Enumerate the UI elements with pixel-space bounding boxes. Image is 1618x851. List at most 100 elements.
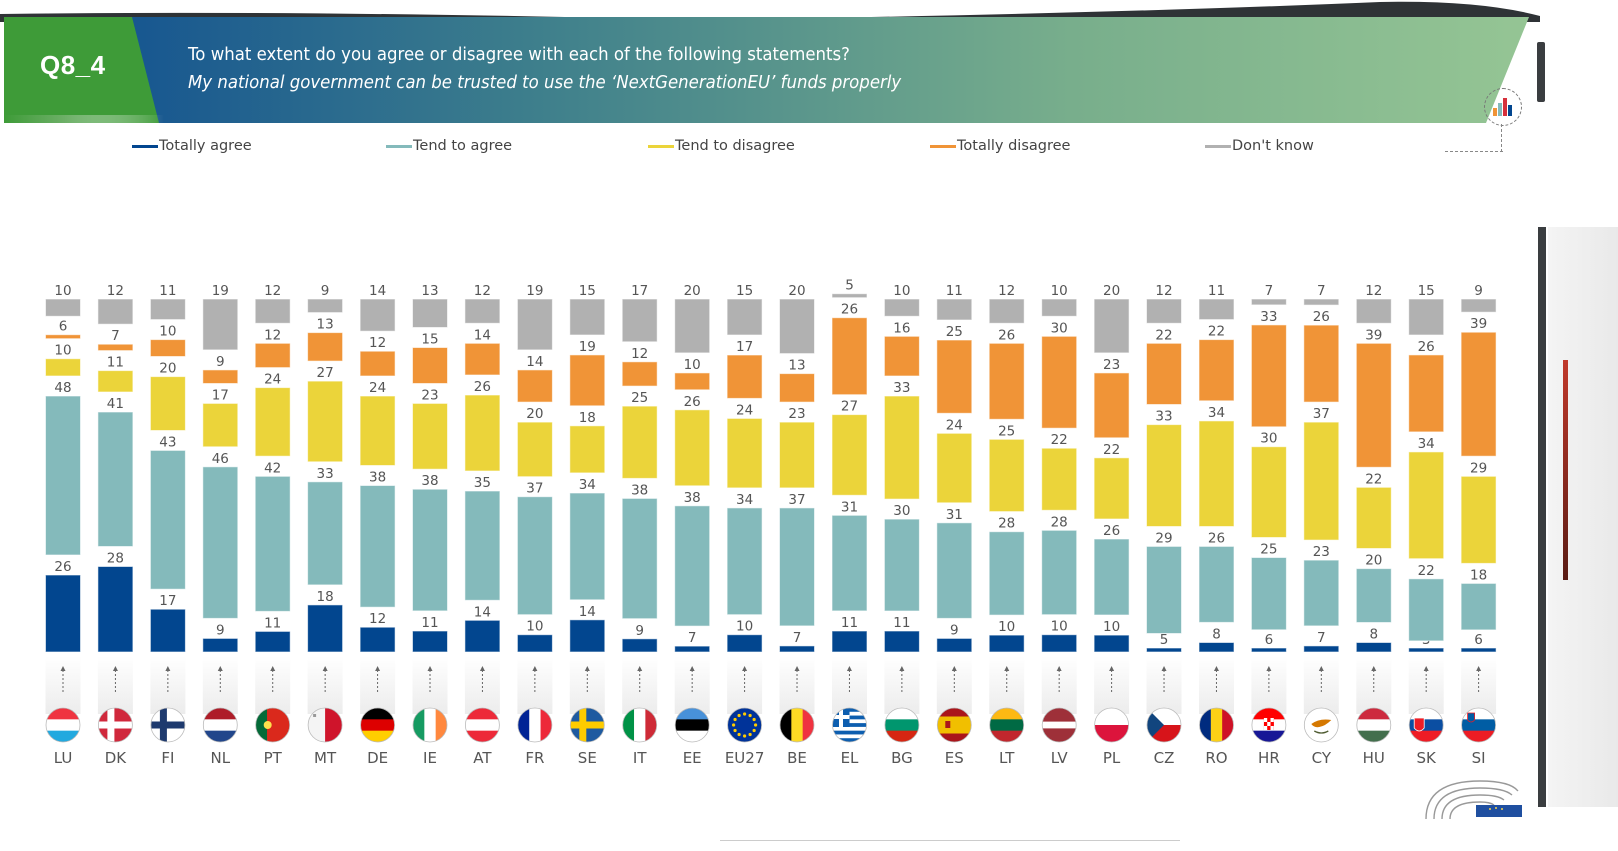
dk-flag-icon xyxy=(98,707,133,743)
bar-stem xyxy=(884,656,920,714)
country-label: IT xyxy=(633,749,647,767)
data-label: 26 xyxy=(1208,530,1225,546)
data-label: 41 xyxy=(107,396,124,412)
data-label: 17 xyxy=(631,283,648,299)
data-label: 35 xyxy=(474,475,491,491)
legend-label: Tend to disagree xyxy=(675,138,795,154)
data-label: 26 xyxy=(684,394,701,410)
arrow-head-icon xyxy=(1266,666,1272,671)
data-label: 6 xyxy=(1474,632,1483,648)
bar-segment-totally-disagree xyxy=(569,354,606,407)
bar-segment-tend-to-agree xyxy=(779,507,815,627)
bar-segment-totally-disagree xyxy=(674,372,711,391)
arrow-head-icon xyxy=(427,666,433,671)
frame-edge xyxy=(1537,42,1545,102)
data-label: 7 xyxy=(1317,630,1326,646)
bar-stem xyxy=(360,656,396,714)
bar-segment-totally-agree xyxy=(149,608,186,653)
bar-segment-totally-disagree xyxy=(831,317,868,396)
country-label: RO xyxy=(1205,749,1227,767)
connector-line xyxy=(1501,124,1502,152)
bar-segment-totally-disagree xyxy=(412,347,448,384)
data-label: 12 xyxy=(264,283,281,299)
arrow-head-icon xyxy=(899,666,905,671)
arrow-head-icon xyxy=(1318,666,1324,671)
data-label: 19 xyxy=(579,339,596,355)
data-label: 26 xyxy=(54,559,71,575)
bar-segment-don-t-know xyxy=(988,298,1025,324)
data-label: 18 xyxy=(1470,567,1487,583)
bar-segment-tend-to-agree xyxy=(149,449,186,590)
bar-segment-tend-to-disagree xyxy=(359,395,396,466)
bar-segment-totally-disagree xyxy=(359,350,396,377)
country-label: FR xyxy=(525,749,544,767)
legend-swatch xyxy=(1205,144,1231,148)
bar-segment-tend-to-disagree xyxy=(621,405,658,479)
bar-segment-tend-to-disagree xyxy=(883,395,920,500)
bar-segment-don-t-know xyxy=(149,298,186,321)
data-label: 28 xyxy=(1051,514,1068,530)
data-label: 20 xyxy=(1103,283,1120,299)
data-label: 11 xyxy=(159,283,176,299)
ee-flag-icon xyxy=(674,707,710,743)
data-label: 10 xyxy=(1051,283,1068,299)
data-label: 24 xyxy=(369,380,386,396)
bar-segment-don-t-know xyxy=(45,298,81,317)
data-label: 14 xyxy=(474,327,491,343)
bar-stem xyxy=(517,656,553,714)
country-label: FI xyxy=(161,749,174,767)
at-flag-icon xyxy=(464,707,500,743)
bar-segment-don-t-know xyxy=(726,298,763,336)
bar-segment-tend-to-disagree xyxy=(1093,457,1130,520)
lt-flag-icon xyxy=(989,707,1025,743)
eu-flag-icon xyxy=(727,707,762,743)
data-label: 11 xyxy=(893,615,910,631)
bar-stem xyxy=(97,656,133,714)
data-label: 38 xyxy=(684,490,701,506)
page-top-edge xyxy=(0,1,1540,22)
legend-item-totally-disagree: Totally disagree xyxy=(930,138,1070,154)
arrow-head-icon xyxy=(1109,666,1115,671)
fr-flag-icon xyxy=(517,707,553,743)
data-label: 25 xyxy=(946,324,963,340)
data-label: 15 xyxy=(579,283,596,299)
data-label: 11 xyxy=(264,615,281,631)
bar-segment-don-t-know xyxy=(1355,298,1392,324)
legend-label: Totally agree xyxy=(159,138,252,154)
data-label: 12 xyxy=(474,283,491,299)
arrow-head-icon xyxy=(532,666,538,671)
country-label: ES xyxy=(945,749,964,767)
bar-segment-tend-to-agree xyxy=(359,485,396,608)
bar-segment-totally-disagree xyxy=(779,373,815,403)
bar-segment-don-t-know xyxy=(1408,298,1445,336)
legend-swatch xyxy=(386,144,412,148)
bar-segment-tend-to-agree xyxy=(412,488,448,612)
data-label: 38 xyxy=(631,482,648,498)
hu-flag-icon xyxy=(1356,707,1392,743)
bar-stem xyxy=(989,656,1025,714)
bar-segment-don-t-know xyxy=(464,298,501,324)
data-label: 5 xyxy=(845,278,854,294)
bar-segment-tend-to-disagree xyxy=(1198,420,1235,527)
legend-label: Tend to agree xyxy=(413,138,513,154)
bar-segment-totally-disagree xyxy=(1355,342,1392,468)
bar-segment-don-t-know xyxy=(97,298,134,325)
data-label: 22 xyxy=(1208,324,1225,340)
ie-flag-icon xyxy=(412,707,448,743)
data-label: 29 xyxy=(1470,460,1487,476)
mt-flag-icon xyxy=(307,707,343,743)
data-label: 43 xyxy=(159,434,176,450)
data-label: 33 xyxy=(893,380,910,396)
data-label: 22 xyxy=(1103,442,1120,458)
legend-item-dont-know: Don't know xyxy=(1205,138,1314,154)
bar-segment-totally-agree xyxy=(307,604,344,653)
data-label: 12 xyxy=(631,346,648,362)
bar-stem xyxy=(1146,656,1182,714)
bar-segment-tend-to-agree xyxy=(1408,578,1445,642)
bar-segment-tend-to-agree xyxy=(1093,538,1130,616)
arrow-head-icon xyxy=(1423,666,1429,671)
bar-segment-don-t-know xyxy=(621,298,658,343)
data-label: 19 xyxy=(526,283,543,299)
chart-type-button[interactable] xyxy=(1484,88,1522,126)
bar-segment-don-t-know xyxy=(674,298,711,354)
